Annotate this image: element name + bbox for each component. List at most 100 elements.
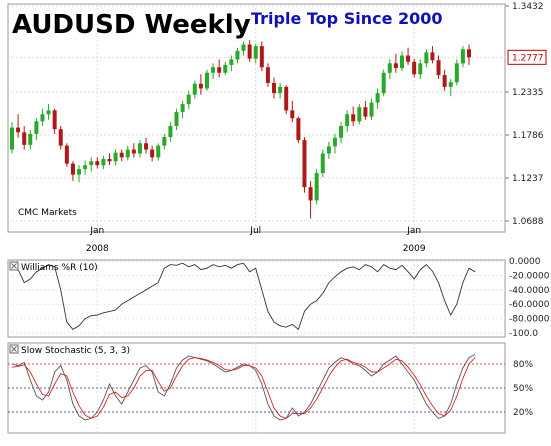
chart-title: AUDUSD Weekly	[12, 10, 251, 40]
williams-tick-label: 0.0000	[509, 257, 541, 267]
candle-body	[266, 67, 270, 83]
candle-body	[193, 84, 197, 95]
x-year-label: 2008	[86, 244, 109, 254]
candle-body	[242, 45, 246, 51]
candle-body	[278, 87, 282, 93]
x-year-label: 2009	[403, 244, 426, 254]
candle-body	[370, 103, 374, 117]
candle-body	[181, 104, 185, 112]
chart-annotation: Triple Top Since 2000	[251, 9, 443, 28]
williams-tick-label: -20.0000	[509, 271, 550, 281]
candle-body	[83, 165, 87, 169]
candle-body	[10, 128, 14, 150]
candle-body	[34, 121, 38, 134]
candle-body	[400, 56, 404, 69]
candle-body	[418, 63, 422, 74]
candle-body	[260, 46, 264, 67]
candle-body	[430, 52, 434, 60]
candle-body	[333, 138, 337, 147]
x-month-label: Jan	[89, 226, 104, 236]
candle-body	[424, 52, 428, 63]
candle-body	[412, 62, 416, 75]
candle-body	[382, 73, 386, 93]
williams-label: Williams %R (10)	[21, 263, 98, 273]
candle-body	[217, 67, 221, 72]
candle-body	[65, 146, 69, 164]
candle-body	[77, 169, 81, 174]
candle-body	[345, 114, 349, 126]
last-price-label: 1.2777	[512, 53, 544, 63]
candle-body	[229, 59, 233, 64]
candle-body	[71, 164, 75, 175]
candle-body	[89, 161, 93, 165]
candle-body	[321, 153, 325, 173]
candle-body	[272, 83, 276, 93]
candle-body	[388, 63, 392, 72]
candle-body	[40, 114, 44, 121]
candle-body	[47, 110, 51, 114]
candle-body	[144, 143, 148, 149]
price-tick-label: 1.1786	[512, 131, 544, 141]
price-tick-label: 1.1237	[512, 174, 544, 184]
candle-body	[132, 150, 136, 154]
candle-body	[467, 49, 471, 57]
candle-body	[461, 49, 465, 63]
candle-body	[376, 93, 380, 102]
stoch-label: Slow Stochastic (5, 3, 3)	[21, 346, 130, 356]
candle-body	[455, 63, 459, 82]
williams-tick-label: -40.0000	[509, 286, 550, 296]
source-label: CMC Markets	[18, 208, 77, 218]
candle-body	[327, 146, 331, 153]
candle-body	[394, 63, 398, 68]
candle-body	[449, 82, 453, 87]
stoch-tick-label: 80%	[513, 360, 533, 370]
candle-body	[95, 161, 99, 165]
candle-body	[357, 107, 361, 121]
williams-tick-label: -100.0	[509, 329, 538, 339]
candle-body	[162, 137, 166, 146]
candle-body	[114, 153, 118, 162]
price-tick-label: 1.2335	[512, 88, 544, 98]
williams-tick-label: -80.0000	[509, 315, 550, 325]
candle-body	[315, 173, 319, 200]
candle-body	[199, 84, 203, 89]
candle-body	[156, 146, 160, 158]
candle-body	[290, 110, 294, 118]
candle-body	[120, 153, 124, 158]
candle-body	[168, 126, 172, 137]
candle-body	[339, 126, 343, 138]
candle-body	[126, 150, 130, 158]
candle-body	[309, 187, 313, 200]
candle-body	[284, 87, 288, 111]
candle-body	[254, 46, 258, 59]
candle-body	[22, 132, 26, 145]
candle-body	[53, 110, 57, 129]
candle-body	[187, 95, 191, 104]
candle-body	[107, 159, 111, 161]
candle-body	[351, 114, 355, 121]
candle-body	[296, 118, 300, 140]
candle-body	[59, 129, 63, 145]
price-tick-label: 1.3432	[512, 2, 544, 12]
x-month-label: Jul	[249, 226, 261, 236]
stoch-tick-label: 50%	[513, 384, 533, 394]
candle-body	[28, 134, 32, 145]
candle-body	[205, 73, 209, 89]
candle-body	[211, 67, 215, 72]
candle-body	[223, 65, 227, 73]
candle-body	[235, 51, 239, 60]
candle-body	[406, 56, 410, 62]
x-month-label: Jan	[406, 226, 421, 236]
candle-body	[437, 60, 441, 75]
candle-body	[443, 75, 447, 87]
candle-body	[16, 128, 20, 133]
candle-body	[138, 143, 142, 153]
williams-tick-label: -60.0000	[509, 300, 550, 310]
stoch-tick-label: 20%	[513, 408, 533, 418]
candle-body	[363, 107, 367, 116]
price-tick-label: 1.0688	[512, 217, 544, 227]
candle-body	[150, 150, 154, 158]
candle-body	[248, 45, 252, 59]
candle-body	[302, 140, 306, 187]
